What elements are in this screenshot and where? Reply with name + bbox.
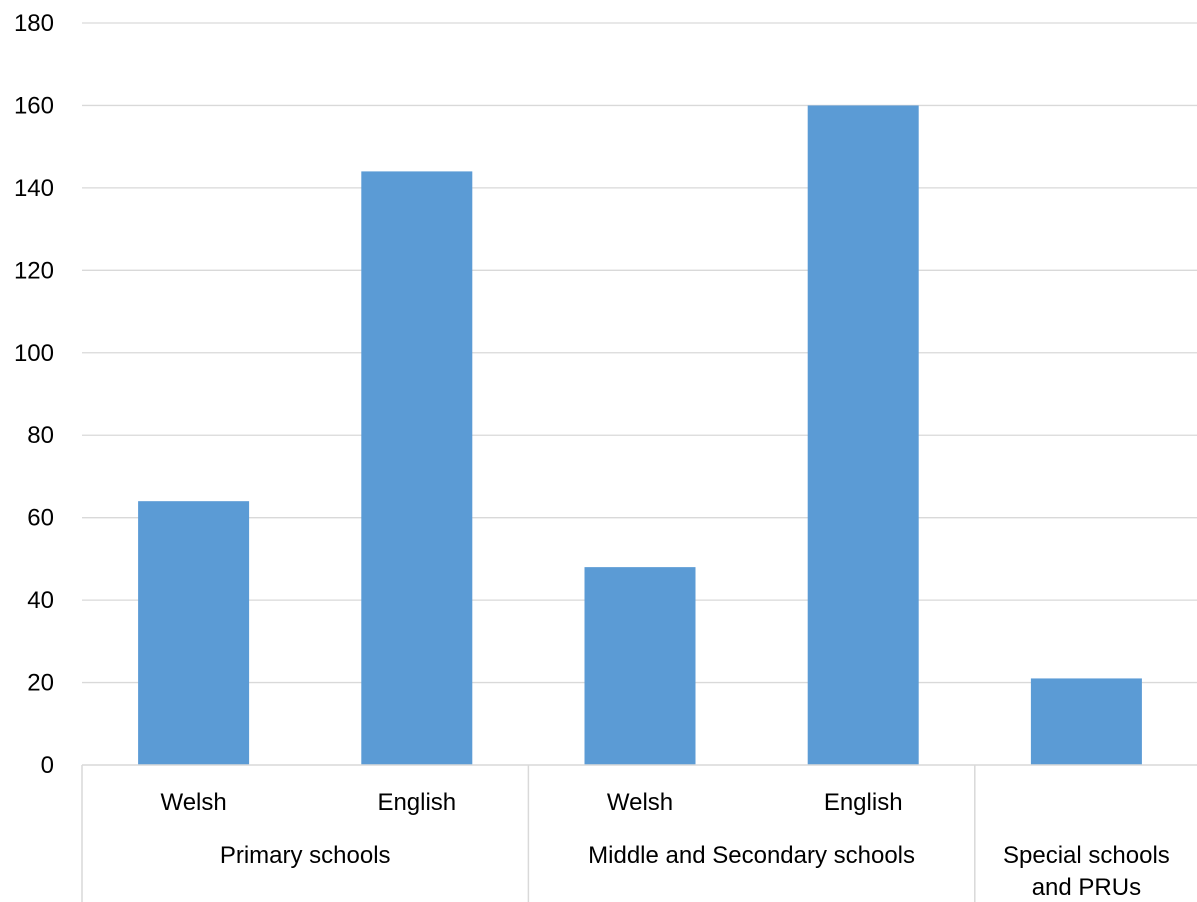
bar: [1030, 678, 1142, 765]
bar: [584, 567, 696, 765]
y-tick-label: 100: [14, 340, 54, 367]
y-tick-label: 160: [14, 92, 54, 119]
category-label: English: [824, 789, 903, 816]
y-tick-label: 180: [14, 10, 54, 37]
y-tick-label: 20: [27, 670, 54, 697]
y-tick-label: 80: [27, 422, 54, 449]
bar: [807, 105, 919, 765]
y-tick-label: 140: [14, 175, 54, 202]
group-label: Middle and Secondary schools: [588, 842, 915, 869]
y-tick-label: 120: [14, 257, 54, 284]
y-tick-label: 40: [27, 587, 54, 614]
bar: [138, 501, 250, 765]
category-label: Welsh: [607, 789, 673, 816]
labels: 0 20 40 60 80 100 120 140 160 180 Welsh English Prim…: [14, 10, 1170, 901]
gridlines: [82, 22, 1197, 684]
bars: [138, 105, 1142, 765]
y-tick-label: 60: [27, 505, 54, 532]
group-label: Primary schools: [220, 842, 391, 869]
category-label: Welsh: [160, 789, 226, 816]
group-label: and PRUs: [1032, 874, 1141, 901]
axes: [81, 764, 1197, 902]
bar: [361, 171, 473, 765]
category-label: English: [377, 789, 456, 816]
group-label: Special schools: [1003, 842, 1170, 869]
y-tick-label: 0: [41, 752, 54, 779]
